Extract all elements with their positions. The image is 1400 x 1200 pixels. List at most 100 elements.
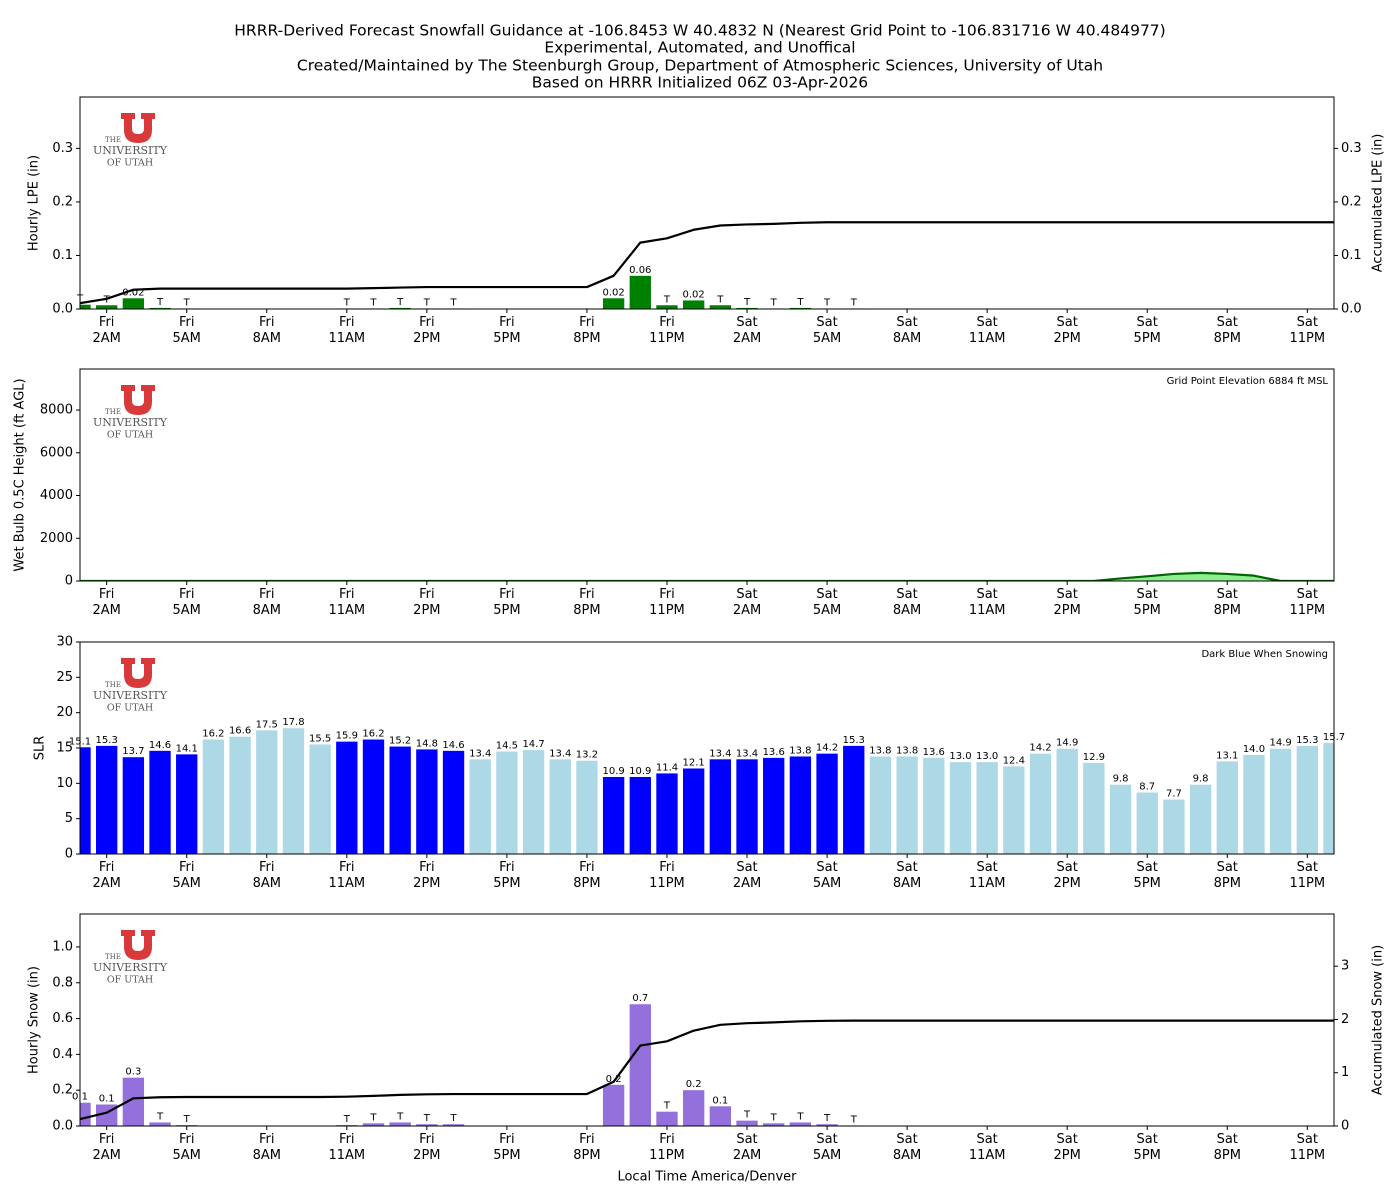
x-tick-label: Sat 2PM: [1053, 1132, 1081, 1163]
value-label: 8.7: [1139, 782, 1155, 793]
bar: [80, 304, 91, 309]
value-label: 15.2: [389, 736, 411, 747]
bar: [1189, 784, 1212, 854]
x-tick-label: Fri 5AM: [172, 860, 201, 891]
y-tick-label: 0.6: [52, 1011, 73, 1026]
y2-tick-label: 0: [1341, 1119, 1349, 1134]
x-tick-label: Sat 2AM: [732, 1132, 762, 1163]
logo-text: UNIVERSITY: [93, 416, 168, 429]
x-tick-label: Fri 2AM: [92, 860, 121, 891]
y2-tick-label: 0.0: [1341, 302, 1362, 317]
x-tick-label: Sat 8PM: [1213, 315, 1241, 346]
x-tick-label: Sat 8AM: [892, 1132, 922, 1163]
x-tick-label: Fri 5PM: [493, 1132, 521, 1163]
value-label: 13.0: [949, 751, 971, 762]
value-label: 13.4: [709, 748, 731, 759]
value-label: T: [156, 297, 164, 308]
bar: [442, 750, 465, 854]
value-label: 9.8: [1193, 774, 1209, 785]
x-tick-label: Fri 5AM: [172, 315, 201, 346]
value-label: T: [770, 297, 778, 308]
value-label: T: [396, 1111, 404, 1122]
x-tick-label: Sat 11PM: [1289, 860, 1326, 891]
value-label: 16.2: [202, 729, 224, 740]
bar: [629, 275, 651, 309]
value-label: 14.9: [1056, 738, 1078, 749]
value-label: T: [449, 1113, 457, 1124]
bar: [442, 1124, 465, 1126]
logo-text: OF UTAH: [107, 158, 153, 169]
y2-tick-label: 0.1: [1341, 248, 1362, 263]
annotation: Dark Blue When Snowing: [1201, 649, 1328, 660]
x-tick-label: Fri 2AM: [92, 315, 121, 346]
value-label: T: [183, 1114, 191, 1125]
bar: [1216, 761, 1238, 854]
value-label: 17.5: [256, 719, 278, 730]
value-label: T: [183, 297, 191, 308]
x-tick-label: Fri 8AM: [252, 587, 281, 618]
bar: [602, 1084, 625, 1126]
bar: [789, 756, 812, 854]
bar: [96, 745, 118, 854]
value-label: 15.9: [336, 731, 358, 742]
bar: [229, 736, 251, 854]
value-label: 14.2: [816, 743, 838, 754]
plot-area: [80, 1004, 1334, 1126]
value-label: 13.4: [736, 748, 758, 759]
x-tick-label: Sat 8AM: [892, 860, 922, 891]
logo-text: UNIVERSITY: [93, 689, 168, 702]
y2-axis-label: Accumulated LPE (in): [1371, 134, 1386, 273]
y-tick-label: 2000: [40, 531, 73, 546]
bar: [80, 1102, 91, 1126]
x-tick-label: Fri 11PM: [649, 1132, 685, 1163]
x-tick-label: Fri 5PM: [493, 587, 521, 618]
x-tick-label: Fri 8AM: [252, 860, 281, 891]
y2-tick-label: 0.2: [1341, 194, 1362, 209]
bar: [282, 728, 305, 854]
bar: [709, 1106, 732, 1126]
bar: [362, 1123, 385, 1126]
logo-text: THE: [105, 136, 121, 144]
y-tick-label: 30: [56, 635, 73, 650]
value-label: T: [156, 1111, 164, 1122]
y2-tick-label: 2: [1341, 1012, 1349, 1027]
x-tick-label: Fri 2AM: [92, 1132, 121, 1163]
x-tick-label: Fri 11AM: [328, 315, 366, 346]
x-tick-label: Fri 8PM: [573, 315, 601, 346]
value-label: 13.8: [869, 745, 891, 756]
title-line: Based on HRRR Initialized 06Z 03-Apr-202…: [532, 74, 868, 92]
bar: [602, 298, 625, 309]
value-label: T: [423, 1113, 431, 1124]
bar: [202, 739, 225, 854]
bar: [843, 745, 865, 854]
value-label: 11.4: [656, 762, 678, 773]
value-label: 13.6: [923, 747, 945, 758]
bar: [1296, 745, 1318, 854]
value-label: 13.8: [789, 745, 811, 756]
y-tick-label: 20: [56, 705, 73, 720]
y2-tick-label: 0.3: [1341, 141, 1362, 156]
bar: [682, 300, 705, 309]
value-label: T: [850, 1114, 858, 1125]
value-label: 7.7: [1166, 789, 1182, 800]
x-tick-label: Sat 2PM: [1053, 860, 1081, 891]
value-label: 0.02: [683, 289, 705, 300]
bar: [389, 746, 411, 854]
x-tick-label: Sat 8AM: [892, 587, 922, 618]
x-tick-label: Fri 11PM: [649, 315, 685, 346]
value-label: 12.9: [1083, 752, 1105, 763]
value-label: 14.8: [416, 738, 438, 749]
value-label: 15.3: [96, 735, 118, 746]
y-tick-label: 0.3: [52, 141, 73, 156]
x-tick-label: Sat 2PM: [1053, 315, 1081, 346]
value-label: T: [449, 297, 457, 308]
bar: [656, 305, 678, 309]
x-tick-label: Fri 2PM: [413, 315, 441, 346]
bar: [1163, 799, 1185, 854]
value-label: 15.3: [843, 735, 865, 746]
value-label: T: [823, 297, 831, 308]
